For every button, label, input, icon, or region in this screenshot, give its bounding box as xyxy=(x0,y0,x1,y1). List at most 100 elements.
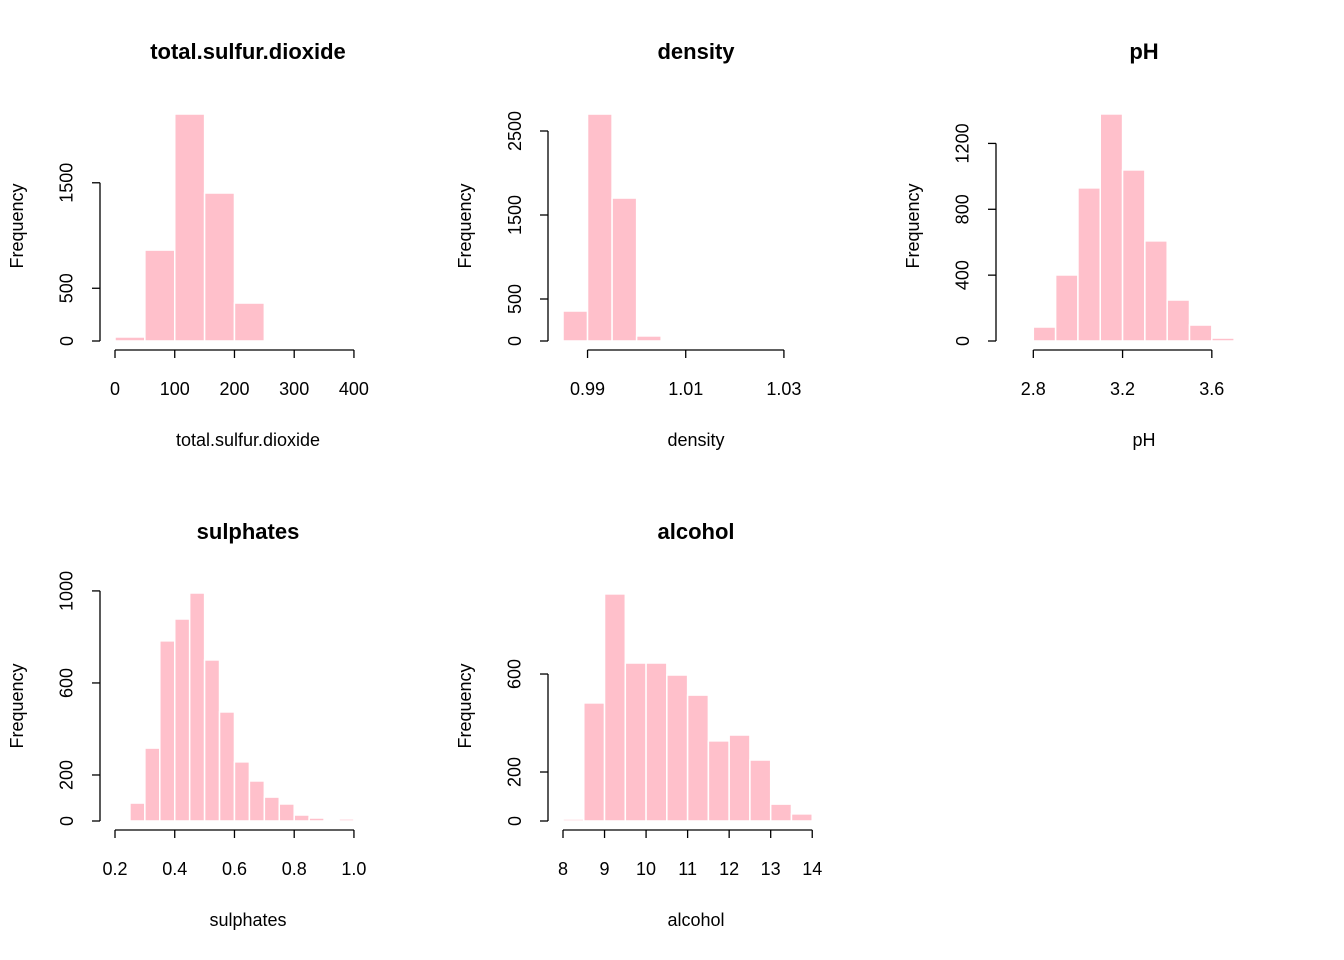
y-axis-label: Frequency xyxy=(455,663,475,748)
y-tick-label: 800 xyxy=(953,194,973,224)
bar xyxy=(203,659,221,822)
bar xyxy=(790,813,813,822)
x-tick-label: 0.8 xyxy=(282,859,307,879)
x-tick-label: 3.2 xyxy=(1110,379,1135,399)
x-axis-label: total.sulfur.dioxide xyxy=(176,430,320,450)
x-axis-label: pH xyxy=(1132,430,1155,450)
bar xyxy=(308,817,325,822)
x-tick-label: 11 xyxy=(678,859,697,879)
y-tick-label: 1200 xyxy=(953,123,973,163)
bar xyxy=(338,818,355,822)
y-tick-label: 0 xyxy=(953,336,973,346)
x-axis-label: density xyxy=(667,430,724,450)
chart-title: pH xyxy=(1129,39,1158,64)
y-tick-label: 500 xyxy=(57,273,77,303)
x-tick-label: 8 xyxy=(558,859,568,879)
chart-title: alcohol xyxy=(657,519,734,544)
bar xyxy=(624,662,647,822)
bar xyxy=(686,694,710,822)
bar xyxy=(144,249,176,342)
bar xyxy=(293,814,310,822)
chart-title: total.sulfur.dioxide xyxy=(150,39,346,64)
x-tick-label: 2.8 xyxy=(1021,379,1046,399)
y-tick-label: 0 xyxy=(57,336,77,346)
bar xyxy=(129,802,146,822)
y-tick-label: 1500 xyxy=(57,163,77,203)
y-tick-label: 2500 xyxy=(505,111,525,151)
y-tick-label: 1000 xyxy=(57,571,77,611)
x-tick-label: 100 xyxy=(160,379,190,399)
bar xyxy=(749,759,772,822)
bar xyxy=(233,302,266,342)
x-tick-label: 1.03 xyxy=(766,379,801,399)
y-tick-label: 0 xyxy=(505,816,525,826)
bar xyxy=(173,113,206,342)
y-tick-label: 200 xyxy=(505,757,525,787)
x-axis-label: alcohol xyxy=(667,910,724,930)
x-tick-label: 12 xyxy=(719,859,739,879)
y-tick-label: 0 xyxy=(57,816,77,826)
x-tick-label: 0.99 xyxy=(570,379,605,399)
bar xyxy=(562,818,585,822)
bar xyxy=(188,592,206,822)
x-tick-label: 200 xyxy=(219,379,249,399)
y-tick-label: 500 xyxy=(505,284,525,314)
bar xyxy=(583,702,606,822)
x-tick-label: 3.6 xyxy=(1199,379,1224,399)
y-axis-label: Frequency xyxy=(7,663,27,748)
bar xyxy=(562,310,589,342)
bar xyxy=(728,734,751,822)
bar xyxy=(263,796,281,822)
bar xyxy=(248,780,266,822)
bar xyxy=(769,803,793,822)
x-tick-label: 0.4 xyxy=(162,859,187,879)
y-axis-label: Frequency xyxy=(903,183,923,268)
bar xyxy=(1077,187,1102,342)
bar xyxy=(218,711,236,822)
y-tick-label: 600 xyxy=(57,668,77,698)
x-tick-label: 9 xyxy=(600,859,610,879)
bar xyxy=(1054,274,1079,342)
bar xyxy=(1099,113,1124,342)
bar xyxy=(114,336,146,342)
x-tick-label: 1.01 xyxy=(668,379,703,399)
y-axis-label: Frequency xyxy=(455,183,475,268)
x-tick-label: 1.0 xyxy=(341,859,366,879)
bar xyxy=(278,803,295,822)
bar xyxy=(707,740,730,822)
y-tick-label: 600 xyxy=(505,659,525,689)
bar xyxy=(666,674,689,822)
bar xyxy=(603,593,627,822)
x-tick-label: 300 xyxy=(279,379,309,399)
bar xyxy=(635,335,662,342)
bar xyxy=(586,113,613,342)
bar xyxy=(173,618,191,822)
bar xyxy=(1144,240,1168,342)
bar xyxy=(1188,324,1213,342)
x-tick-label: 10 xyxy=(636,859,656,879)
y-tick-label: 0 xyxy=(505,336,525,346)
x-tick-label: 400 xyxy=(339,379,369,399)
bar xyxy=(144,747,161,822)
bar xyxy=(159,640,176,822)
y-tick-label: 400 xyxy=(953,260,973,290)
bar xyxy=(611,197,638,342)
y-tick-label: 1500 xyxy=(505,195,525,235)
x-tick-label: 0 xyxy=(110,379,120,399)
bar xyxy=(203,192,236,342)
y-axis-label: Frequency xyxy=(7,183,27,268)
chart-title: density xyxy=(657,39,735,64)
x-tick-label: 14 xyxy=(802,859,822,879)
bar xyxy=(1121,169,1146,342)
y-tick-label: 200 xyxy=(57,760,77,790)
chart-title: sulphates xyxy=(197,519,300,544)
bar xyxy=(1166,299,1191,342)
bar xyxy=(645,662,668,822)
bar xyxy=(1211,337,1235,342)
x-tick-label: 0.6 xyxy=(222,859,247,879)
bar xyxy=(233,761,251,822)
x-axis-label: sulphates xyxy=(209,910,286,930)
bar xyxy=(1032,326,1057,342)
